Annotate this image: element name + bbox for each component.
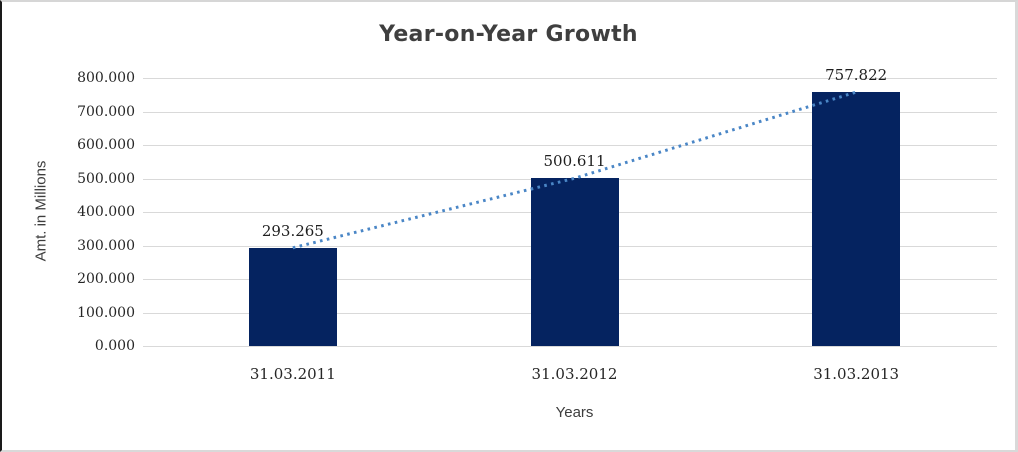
x-category-label: 31.03.2012 <box>531 365 618 383</box>
y-tick-label: 600.000 <box>77 137 135 153</box>
gridline <box>152 111 997 113</box>
bar-data-label: 293.265 <box>261 221 324 240</box>
x-axis-title: Years <box>555 404 594 421</box>
bar <box>812 92 901 346</box>
x-category-label: 31.03.2011 <box>249 365 336 383</box>
y-tick-label: 400.000 <box>77 204 135 220</box>
y-tick-label: 0.000 <box>94 338 135 354</box>
gridline <box>152 145 997 146</box>
trendline <box>292 90 857 250</box>
bar-data-label: 500.611 <box>543 152 606 171</box>
y-tick-label: 300.000 <box>77 237 135 254</box>
bar <box>530 178 619 346</box>
y-axis-tick-icon <box>143 212 152 213</box>
y-axis-tick-icon <box>143 346 152 347</box>
bar <box>248 247 337 346</box>
y-axis-tick-icon <box>143 312 152 314</box>
y-tick-label: 500.000 <box>77 170 135 187</box>
y-axis-tick-icon <box>143 245 152 247</box>
y-axis-tick-icon <box>143 145 152 146</box>
y-axis-tick-icon <box>143 78 152 79</box>
bar-data-label: 757.822 <box>825 66 888 85</box>
y-tick-label: 800.000 <box>77 70 135 86</box>
gridline <box>152 78 997 79</box>
y-axis-tick-icon <box>143 279 152 280</box>
y-tick-label: 700.000 <box>77 103 135 120</box>
x-category-label: 31.03.2013 <box>813 365 900 383</box>
y-tick-label: 100.000 <box>77 304 135 321</box>
y-tick-label: 200.000 <box>77 271 135 287</box>
gridline <box>152 346 997 347</box>
y-axis-tick-icon <box>143 178 152 180</box>
chart-title: Year-on-Year Growth <box>379 22 638 47</box>
plot-area: 293.265 500.611 757.822 <box>152 66 997 347</box>
y-axis-tick-icon <box>143 111 152 113</box>
